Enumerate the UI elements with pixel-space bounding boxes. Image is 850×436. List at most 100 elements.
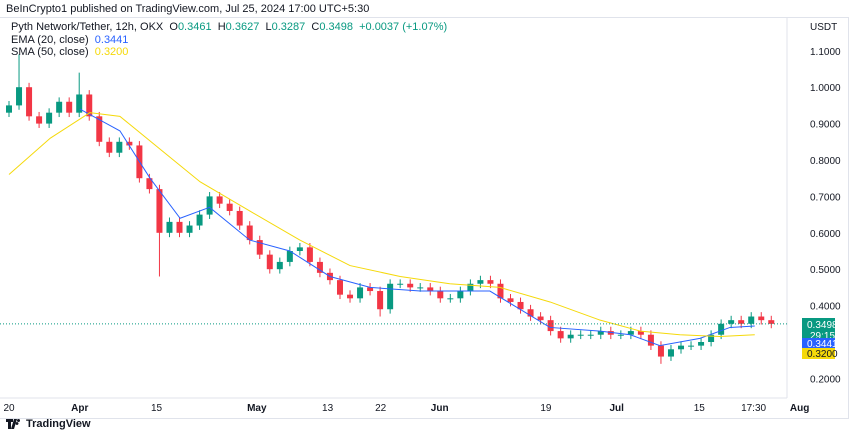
- candle-body: [768, 320, 775, 324]
- candle-body: [527, 309, 534, 317]
- candle-body: [206, 196, 213, 215]
- x-tick-label: 20: [3, 403, 15, 414]
- sma-row[interactable]: SMA (50, close) 0.3200: [11, 46, 447, 59]
- candle: [718, 319, 725, 340]
- candle: [738, 315, 745, 329]
- candle: [497, 279, 504, 303]
- candle-body: [166, 221, 173, 233]
- candle: [407, 279, 414, 292]
- candle-body: [367, 287, 374, 292]
- candle: [46, 108, 53, 128]
- ema-label: EMA (20, close): [11, 33, 89, 46]
- candle: [427, 283, 434, 296]
- ema-line: [79, 108, 755, 347]
- candle-body: [447, 298, 454, 300]
- candle: [296, 242, 303, 256]
- candle: [688, 341, 695, 351]
- candle: [507, 293, 514, 307]
- candle-body: [577, 334, 584, 336]
- candle: [527, 304, 534, 321]
- y-tick-label: 0.8000: [810, 156, 841, 167]
- symbol-title[interactable]: Pyth Network/Tether, 12h, OKX: [11, 21, 164, 33]
- candle: [387, 279, 394, 314]
- candle: [467, 279, 474, 296]
- candle-body: [537, 316, 544, 321]
- y-tick-label: 0.6000: [810, 229, 841, 240]
- close-value: 0.3498: [319, 21, 353, 33]
- y-tick-label: 1.0000: [810, 83, 841, 94]
- x-tick-label: 19: [540, 403, 552, 414]
- candle-body: [96, 116, 103, 142]
- candle-body: [607, 331, 614, 335]
- y-tick-label: 0.5000: [810, 265, 841, 276]
- sma-line: [8, 112, 755, 338]
- x-tick-label: Jun: [431, 403, 449, 414]
- candle-body: [547, 320, 554, 332]
- candle-body: [246, 225, 253, 241]
- candle: [6, 101, 12, 118]
- sma-price-label: 0.3200: [807, 349, 838, 360]
- candle-body: [156, 189, 163, 233]
- candle-body: [36, 116, 43, 124]
- candle: [66, 97, 73, 118]
- candle: [577, 330, 584, 340]
- candle: [768, 315, 775, 329]
- candle-body: [176, 221, 183, 233]
- ema-row[interactable]: EMA (20, close) 0.3441: [11, 34, 447, 47]
- candle: [186, 221, 193, 238]
- candle-body: [467, 283, 474, 292]
- candle: [437, 286, 444, 303]
- low-value: 0.3287: [271, 21, 306, 33]
- candle-body: [16, 87, 23, 106]
- sma-value: 0.3200: [94, 46, 129, 58]
- candle-body: [637, 331, 644, 335]
- candle: [16, 54, 23, 110]
- candle-body: [66, 101, 73, 113]
- candle: [748, 312, 755, 329]
- sma-label: SMA (50, close): [11, 46, 89, 58]
- candle-body: [76, 94, 83, 113]
- candle-body: [708, 334, 715, 342]
- candle-body: [296, 247, 303, 251]
- candle-body: [738, 320, 745, 324]
- candle: [286, 246, 293, 267]
- x-tick-label: 13: [322, 403, 334, 414]
- candle: [447, 293, 454, 303]
- candle-body: [146, 178, 153, 190]
- candle-body: [667, 349, 674, 357]
- candle: [306, 242, 313, 267]
- candle-body: [306, 247, 313, 262]
- candle-body: [347, 294, 354, 299]
- high-label: H: [217, 21, 226, 33]
- candle: [126, 137, 133, 150]
- candle: [708, 330, 715, 347]
- candle-body: [698, 342, 705, 346]
- candle-body: [286, 251, 293, 262]
- candle-body: [497, 283, 504, 299]
- tradingview-logo-icon: [6, 419, 20, 429]
- candle: [216, 192, 223, 209]
- candle: [728, 315, 735, 329]
- currency-label: USDT: [810, 22, 837, 33]
- candle-body: [678, 345, 685, 350]
- candle: [276, 257, 283, 274]
- candle: [26, 82, 33, 121]
- candle-body: [507, 298, 514, 302]
- low-label: L: [265, 21, 272, 33]
- x-tick-label: Apr: [71, 403, 88, 414]
- candle-body: [196, 214, 203, 226]
- candle: [56, 97, 63, 118]
- candle-body: [377, 291, 384, 310]
- candle: [667, 344, 674, 361]
- candle-body: [86, 94, 93, 117]
- candle-body: [46, 112, 53, 124]
- candle: [607, 326, 614, 340]
- tradingview-brand[interactable]: TradingView: [26, 418, 91, 430]
- candle-body: [336, 280, 343, 295]
- candle-body: [477, 280, 484, 284]
- candle: [86, 90, 93, 121]
- candle: [316, 257, 323, 278]
- candle-body: [387, 283, 394, 310]
- x-tick-label: Aug: [790, 403, 809, 414]
